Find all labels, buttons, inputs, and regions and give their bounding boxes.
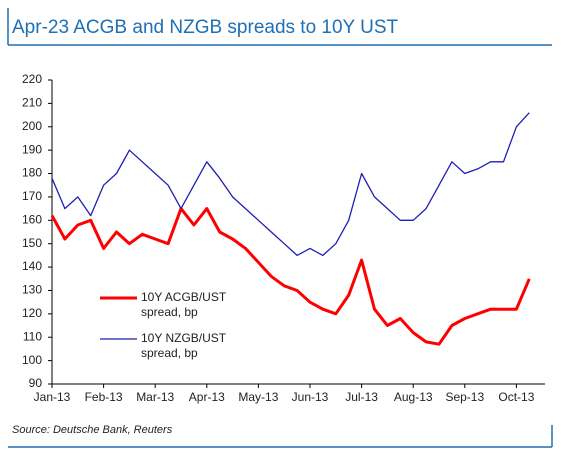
series-line: [50, 207, 531, 346]
x-tick-label: Mar-13: [136, 390, 174, 404]
y-tick-label: 120: [22, 306, 42, 320]
x-tick-label: Aug-13: [394, 390, 433, 404]
chart-title: Apr-23 ACGB and NZGB spreads to 10Y UST: [12, 17, 399, 38]
x-tick-label: May-13: [238, 390, 278, 404]
x-tick-label: Jan-13: [34, 390, 71, 404]
x-tick-label: Jul-13: [345, 390, 378, 404]
y-tick-label: 130: [22, 283, 42, 297]
y-tick-label: 160: [22, 212, 42, 226]
y-tick-label: 100: [22, 353, 42, 367]
x-tick-label: Sep-13: [445, 390, 484, 404]
x-tick-label: Oct-13: [498, 390, 534, 404]
y-tick-label: 90: [29, 376, 43, 390]
y-tick-label: 150: [22, 236, 42, 250]
source-note: Source: Deutsche Bank, Reuters: [12, 424, 173, 436]
y-tick-label: 190: [22, 142, 42, 156]
legend-label: 10Y NZGB/UST spread, bp: [141, 331, 226, 360]
y-tick-label: 220: [22, 72, 42, 86]
y-tick-label: 200: [22, 119, 42, 133]
y-tick-label: 140: [22, 259, 42, 273]
y-tick-label: 110: [23, 329, 42, 343]
legend-label: 10Y ACGB/UST spread, bp: [141, 290, 226, 319]
x-tick-label: Feb-13: [85, 390, 123, 404]
series-line: [51, 112, 530, 257]
x-tick-label: Apr-13: [189, 390, 225, 404]
x-tick-label: Jun-13: [292, 390, 329, 404]
y-tick-label: 210: [22, 96, 42, 110]
y-tick-label: 170: [22, 189, 42, 203]
y-tick-label: 180: [22, 166, 42, 180]
